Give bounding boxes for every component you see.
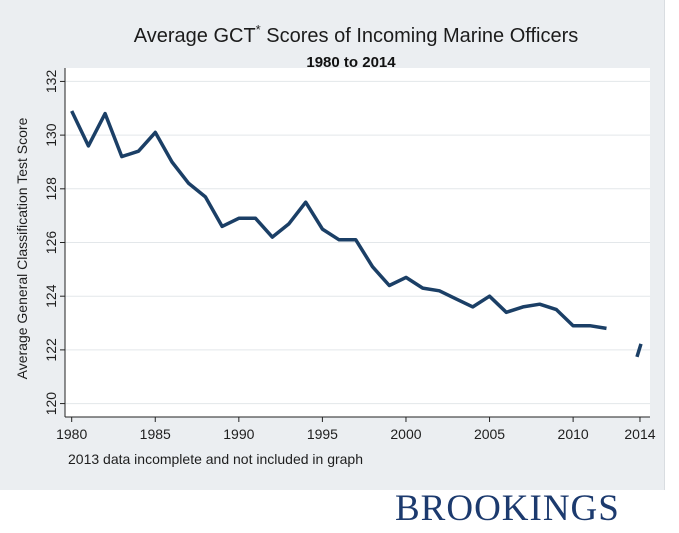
y-tick-label-124: 124: [43, 284, 59, 308]
series-0-segment-1: [635, 343, 643, 358]
chart-title: Average GCT* Scores of Incoming Marine O…: [134, 22, 579, 47]
x-tick-label-2010: 2010: [558, 426, 589, 442]
y-tick-label-122: 122: [43, 338, 59, 362]
line-chart: Average GCT* Scores of Incoming Marine O…: [14, 22, 656, 467]
y-tick-label-128: 128: [43, 177, 59, 201]
y-tick-label-132: 132: [43, 70, 59, 94]
series-layer: [70, 110, 643, 358]
chart-subtitle: 1980 to 2014: [306, 54, 396, 71]
x-tick-label-2000: 2000: [390, 426, 421, 442]
chart-footnote: 2013 data incomplete and not included in…: [68, 451, 363, 467]
y-tick-label-120: 120: [43, 392, 59, 416]
chart-frame: Average GCT* Scores of Incoming Marine O…: [0, 0, 665, 490]
x-tick-label-1985: 1985: [140, 426, 171, 442]
series-0-segment-0: [70, 110, 607, 331]
x-tick-label-1990: 1990: [223, 426, 254, 442]
chart-title-superscript: *: [256, 22, 261, 37]
brookings-logo: BROOKINGS: [395, 488, 620, 529]
y-tick-label-130: 130: [43, 123, 59, 147]
chart-title-main: Average GCT: [134, 25, 256, 47]
x-tick-label-2005: 2005: [474, 426, 505, 442]
y-axis-title: Average General Classification Test Scor…: [14, 117, 30, 379]
x-tick-label-2014: 2014: [624, 426, 655, 442]
x-tick-label-1995: 1995: [307, 426, 338, 442]
y-tick-label-126: 126: [43, 231, 59, 255]
chart-title-rest: Scores of Incoming Marine Officers: [261, 25, 579, 47]
axis-layer: 120 122 124 126 128 130 132 1980 1985 1990 1995 200…: [43, 68, 656, 442]
x-tick-label-1980: 1980: [56, 426, 87, 442]
